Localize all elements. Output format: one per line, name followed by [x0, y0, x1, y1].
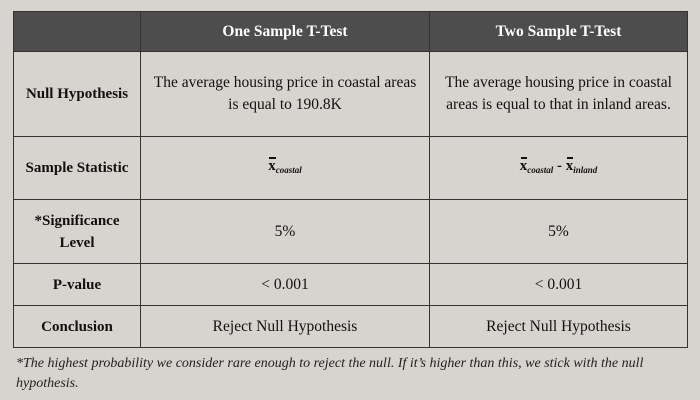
header-one-sample: One Sample T-Test — [140, 11, 430, 52]
xbar-symbol-b: x — [566, 155, 573, 177]
row-label-null-hypothesis: Null Hypothesis — [13, 51, 141, 137]
cell-two-sample-statistic: xcoastal - xinland — [429, 136, 688, 200]
table-row-p-value: P-value < 0.001 < 0.001 — [13, 263, 688, 306]
xbar-subscript-b: inland — [573, 165, 598, 175]
cell-two-sample-conclusion: Reject Null Hypothesis — [429, 305, 688, 348]
xbar-subscript-a: coastal — [527, 165, 554, 175]
table-row-significance-level: *Significance Level 5% 5% — [13, 199, 688, 264]
minus-operator: - — [556, 158, 562, 174]
cell-one-sample-significance: 5% — [140, 199, 430, 264]
header-corner — [13, 11, 141, 52]
cell-two-sample-null-hypothesis: The average housing price in coastal are… — [429, 51, 688, 137]
statistic-xbar-difference: xcoastal - xinland — [520, 155, 598, 177]
cell-one-sample-p-value: < 0.001 — [140, 263, 430, 306]
footnote: *The highest probability we consider rar… — [16, 356, 644, 391]
cell-two-sample-p-value: < 0.001 — [429, 263, 688, 306]
table-row-null-hypothesis: Null Hypothesis The average housing pric… — [13, 51, 688, 137]
row-label-significance-level: *Significance Level — [13, 199, 141, 264]
cell-two-sample-significance: 5% — [429, 199, 688, 264]
table-header-row: One Sample T-Test Two Sample T-Test — [13, 11, 688, 52]
xbar-subscript: coastal — [275, 165, 302, 175]
row-label-sample-statistic: Sample Statistic — [13, 136, 141, 200]
cell-one-sample-conclusion: Reject Null Hypothesis — [140, 305, 430, 348]
row-label-p-value: P-value — [13, 263, 141, 306]
comparison-table: One Sample T-Test Two Sample T-Test Null… — [13, 11, 688, 348]
table-row-sample-statistic: Sample Statistic xcoastal xcoastal - xin… — [13, 136, 688, 200]
header-two-sample: Two Sample T-Test — [429, 11, 688, 52]
table-row-conclusion: Conclusion Reject Null Hypothesis Reject… — [13, 305, 688, 348]
cell-one-sample-statistic: xcoastal — [140, 136, 430, 200]
cell-one-sample-null-hypothesis: The average housing price in coastal are… — [140, 51, 430, 137]
xbar-symbol-a: x — [520, 155, 527, 177]
xbar-symbol: x — [268, 155, 276, 177]
statistic-xbar-coastal: xcoastal — [268, 155, 302, 177]
row-label-conclusion: Conclusion — [13, 305, 141, 348]
